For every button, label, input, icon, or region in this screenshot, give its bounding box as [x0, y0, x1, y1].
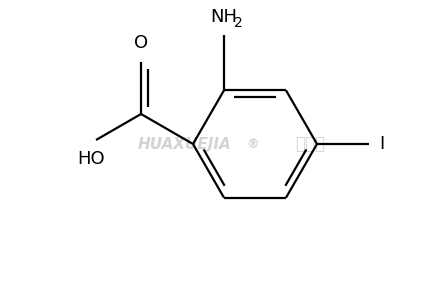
Text: HO: HO	[77, 150, 105, 168]
Text: HUAXUEJIA: HUAXUEJIA	[138, 137, 232, 151]
Text: NH: NH	[210, 8, 238, 26]
Text: O: O	[134, 34, 148, 52]
Text: 2: 2	[234, 16, 243, 30]
Text: ®: ®	[246, 137, 258, 151]
Text: I: I	[379, 135, 384, 153]
Text: 化学加: 化学加	[295, 135, 325, 153]
